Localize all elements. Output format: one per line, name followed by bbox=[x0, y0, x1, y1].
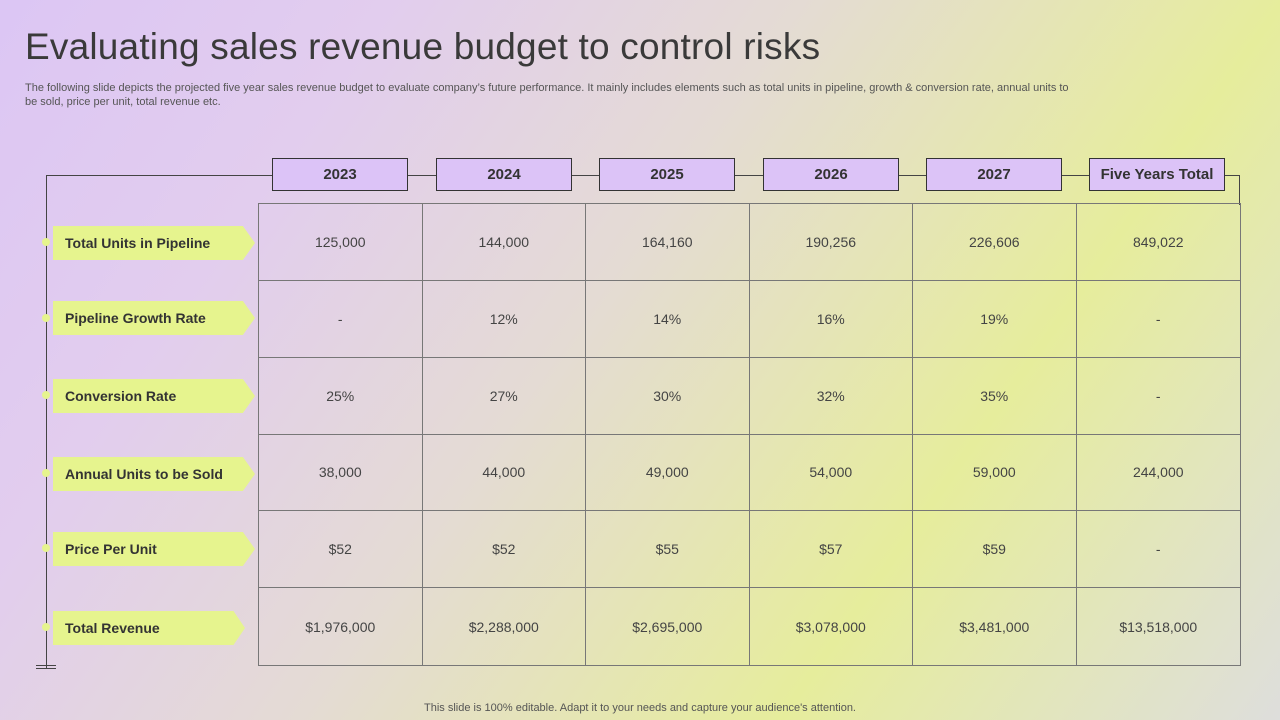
table-cell: 144,000 bbox=[422, 204, 586, 281]
column-header-five-years-total: Five Years Total bbox=[1089, 158, 1225, 191]
column-header-2025: 2025 bbox=[599, 158, 735, 191]
table-cell: 849,022 bbox=[1076, 204, 1240, 281]
table-cell: $52 bbox=[259, 511, 423, 589]
table-cell: 44,000 bbox=[422, 434, 586, 512]
row-label-total-revenue: Total Revenue bbox=[53, 611, 245, 645]
column-header-2023: 2023 bbox=[272, 158, 408, 191]
table-cell: 19% bbox=[913, 280, 1077, 358]
row-label-text: Total Revenue bbox=[65, 620, 160, 636]
row-label-annual-units-to-be-sold: Annual Units to be Sold bbox=[53, 457, 255, 491]
bracket-base-line bbox=[36, 668, 56, 669]
table-cell: 190,256 bbox=[749, 204, 913, 281]
row-label-text: Conversion Rate bbox=[65, 388, 177, 404]
label-arrow-shape bbox=[53, 611, 245, 645]
page-title: Evaluating sales revenue budget to contr… bbox=[25, 26, 821, 67]
label-arrow-shape bbox=[53, 379, 255, 413]
table-cell: 125,000 bbox=[259, 204, 423, 281]
table-cell: 54,000 bbox=[749, 434, 913, 512]
footer-note: This slide is 100% editable. Adapt it to… bbox=[424, 702, 856, 714]
table-cell: 25% bbox=[259, 357, 423, 435]
label-arrow-shape bbox=[53, 226, 255, 260]
label-arrow-shape bbox=[53, 457, 255, 491]
bracket-vertical-line bbox=[46, 175, 47, 668]
table-cell: $57 bbox=[749, 511, 913, 589]
table-cell: $52 bbox=[422, 511, 586, 589]
revenue-budget-table: 125,000 144,000 164,160 190,256 226,606 … bbox=[258, 203, 1241, 666]
table-cell: $1,976,000 bbox=[259, 588, 423, 665]
row-label-total-units-in-pipeline: Total Units in Pipeline bbox=[53, 226, 255, 260]
table-cell: 164,160 bbox=[586, 204, 750, 281]
column-header-2026: 2026 bbox=[763, 158, 899, 191]
bracket-base-line bbox=[36, 665, 56, 666]
table-cell: $55 bbox=[586, 511, 750, 589]
row-label-price-per-unit: Price Per Unit bbox=[53, 532, 255, 566]
table-cell: 12% bbox=[422, 280, 586, 358]
table-cell: $2,288,000 bbox=[423, 588, 586, 665]
row-marker-dot bbox=[42, 544, 50, 552]
table-cell: $59 bbox=[913, 511, 1077, 589]
table-cell: $3,078,000 bbox=[750, 588, 913, 665]
table-cell: 14% bbox=[586, 280, 750, 358]
row-marker-dot bbox=[42, 623, 50, 631]
table-cell: 35% bbox=[913, 357, 1077, 435]
table-cell: $13,518,000 bbox=[1119, 618, 1198, 635]
table-cell: 30% bbox=[586, 357, 750, 435]
table-cell: 244,000 bbox=[1076, 435, 1240, 512]
column-header-2027: 2027 bbox=[926, 158, 1062, 191]
table-cell: - bbox=[1076, 511, 1240, 589]
label-arrow-shape bbox=[53, 301, 255, 335]
table-cell: - bbox=[1076, 281, 1240, 358]
column-header-2024: 2024 bbox=[436, 158, 572, 191]
table-cell: 38,000 bbox=[259, 434, 423, 512]
table-cell: - bbox=[259, 280, 423, 358]
label-arrow-shape bbox=[53, 532, 255, 566]
row-label-text: Price Per Unit bbox=[65, 541, 157, 557]
table-cell: 32% bbox=[749, 357, 913, 435]
row-marker-dot bbox=[42, 469, 50, 477]
table-cell: $2,695,000 bbox=[586, 588, 750, 665]
row-label-text: Total Units in Pipeline bbox=[65, 235, 211, 251]
table-cell: 49,000 bbox=[586, 434, 750, 512]
bracket-right-line bbox=[1239, 175, 1240, 205]
table-cell: - bbox=[1076, 358, 1240, 435]
row-marker-dot bbox=[42, 314, 50, 322]
row-label-conversion-rate: Conversion Rate bbox=[53, 379, 255, 413]
table-cell: 27% bbox=[422, 357, 586, 435]
table-cell: 16% bbox=[749, 280, 913, 358]
table-cell: 59,000 bbox=[913, 434, 1077, 512]
row-marker-dot bbox=[42, 238, 50, 246]
row-label-text: Annual Units to be Sold bbox=[65, 466, 223, 482]
table-cell: $3,481,000 bbox=[913, 588, 1077, 665]
row-marker-dot bbox=[42, 391, 50, 399]
page-subtitle: The following slide depicts the projecte… bbox=[25, 82, 1069, 108]
table-cell: 226,606 bbox=[913, 204, 1077, 281]
row-label-pipeline-growth-rate: Pipeline Growth Rate bbox=[53, 301, 255, 335]
row-label-text: Pipeline Growth Rate bbox=[65, 310, 206, 326]
